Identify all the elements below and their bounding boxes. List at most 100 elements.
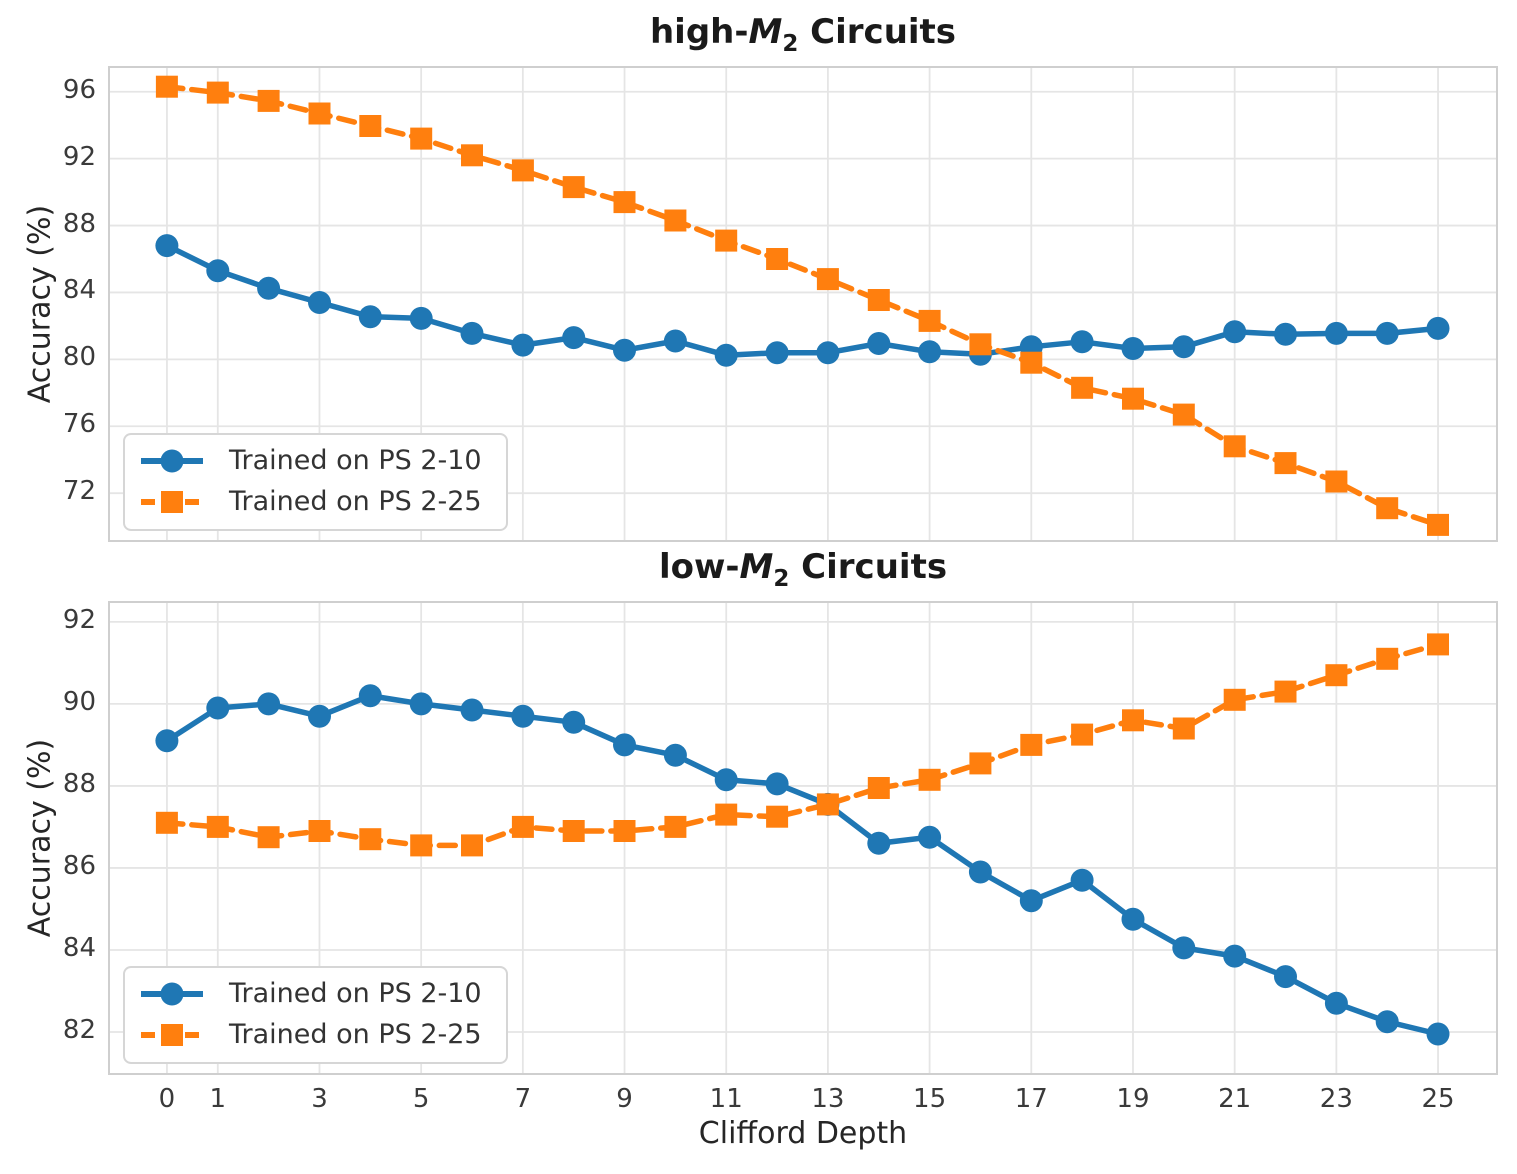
data-point-square — [511, 815, 534, 838]
data-point-square — [1376, 647, 1399, 670]
data-point-circle — [1426, 316, 1450, 340]
data-point-circle — [460, 321, 484, 345]
data-point-square — [206, 815, 229, 838]
x-tick-label: 17 — [1014, 1084, 1048, 1114]
series-line-0 — [164, 242, 1441, 358]
y-tick-label: 82 — [62, 1014, 96, 1045]
legend-item-ps-2-10: Trained on PS 2-10 — [139, 445, 482, 476]
legend-item-ps-2-25: Trained on PS 2-25 — [139, 1019, 482, 1050]
data-point-circle — [562, 710, 586, 734]
data-point-square — [715, 803, 738, 826]
data-point-square — [1376, 497, 1399, 520]
data-point-circle — [663, 329, 687, 353]
title-math-sub: 2 — [782, 30, 799, 57]
top-chart-title: high-M2 Circuits — [650, 12, 956, 57]
title-prefix: high- — [649, 12, 749, 52]
x-tick-label: 23 — [1319, 1084, 1353, 1114]
data-point-circle — [358, 305, 382, 329]
blue-circle-line-swatch — [141, 449, 203, 472]
data-point-circle — [918, 340, 942, 364]
data-point-square — [1172, 403, 1195, 426]
data-point-square — [511, 159, 534, 182]
data-point-square — [1274, 680, 1297, 703]
title-math-sub: 2 — [773, 565, 790, 592]
data-point-square — [1325, 470, 1348, 493]
x-tick-label: 11 — [709, 1084, 743, 1114]
x-tick-label: 13 — [811, 1084, 845, 1114]
title-suffix: Circuits — [798, 12, 957, 52]
data-point-circle — [409, 306, 433, 330]
data-point-square — [359, 828, 382, 851]
data-point-circle — [1223, 320, 1247, 344]
data-point-square — [969, 333, 992, 356]
data-point-square — [969, 752, 992, 775]
data-point-circle — [613, 733, 636, 757]
data-point-square — [359, 115, 382, 137]
top-y-axis-label: Accuracy (%) — [22, 204, 58, 404]
y-tick-label: 86 — [62, 850, 96, 881]
data-point-square — [816, 268, 839, 291]
data-point-circle — [765, 772, 789, 796]
y-tick-label: 90 — [62, 686, 96, 717]
data-point-square — [1427, 513, 1449, 536]
data-point-circle — [1070, 868, 1094, 892]
y-tick-label: 84 — [62, 932, 96, 963]
title-math-var: M — [748, 12, 783, 52]
blue-circle-line-swatch — [141, 982, 203, 1005]
data-point-square — [1122, 709, 1144, 732]
data-point-square — [206, 81, 229, 104]
x-tick-label: 9 — [616, 1084, 633, 1114]
legend-item-ps-2-25: Trained on PS 2-25 — [139, 486, 482, 517]
title-prefix: low- — [658, 547, 740, 587]
data-point-square — [410, 127, 433, 150]
data-point-square — [308, 820, 331, 842]
data-point-square — [918, 309, 941, 332]
data-point-square — [867, 777, 890, 799]
x-tick-label: 19 — [1116, 1084, 1150, 1114]
data-point-circle — [1019, 889, 1043, 913]
x-tick-label: 0 — [158, 1084, 176, 1114]
y-tick-label: 92 — [62, 141, 96, 172]
data-point-square — [816, 793, 839, 816]
data-point-square — [410, 834, 433, 857]
data-point-square — [562, 820, 585, 842]
data-point-circle — [1070, 330, 1094, 354]
data-point-square — [1020, 733, 1043, 756]
data-point-circle — [1426, 1022, 1450, 1046]
data-point-square — [562, 176, 585, 199]
data-point-circle — [1324, 321, 1348, 345]
y-tick-label: 76 — [62, 409, 96, 440]
data-point-square — [613, 820, 636, 842]
data-point-circle — [155, 729, 179, 753]
data-point-circle — [409, 692, 433, 716]
data-point-square — [867, 289, 890, 311]
top-plot-area: Trained on PS 2-10 Trained on PS 2-25 — [108, 66, 1498, 542]
legend-item-ps-2-10: Trained on PS 2-10 — [139, 978, 482, 1009]
y-tick-label: 92 — [62, 604, 96, 635]
data-point-square — [461, 144, 483, 167]
data-point-circle — [562, 326, 586, 350]
data-point-circle — [968, 860, 992, 884]
data-point-circle — [1274, 322, 1297, 346]
y-tick-label: 84 — [62, 275, 96, 306]
bottom-chart-title: low-M2 Circuits — [659, 547, 947, 592]
bottom-plot-area: Trained on PS 2-10 Trained on PS 2-25 — [108, 601, 1498, 1075]
data-point-circle — [206, 696, 230, 720]
data-point-circle — [714, 768, 738, 792]
legend-label-ps-2-25: Trained on PS 2-25 — [229, 486, 482, 517]
data-point-square — [613, 191, 636, 214]
data-point-circle — [1121, 907, 1145, 931]
data-point-square — [461, 834, 483, 857]
legend-label-ps-2-25: Trained on PS 2-25 — [229, 1019, 482, 1050]
data-point-square — [1325, 664, 1348, 687]
legend-circle-marker — [160, 982, 184, 1005]
y-tick-label: 96 — [62, 74, 96, 105]
data-point-circle — [511, 704, 535, 728]
data-point-square — [257, 826, 280, 849]
legend-label-ps-2-10: Trained on PS 2-10 — [229, 445, 482, 476]
bottom-legend: Trained on PS 2-10 Trained on PS 2-25 — [123, 966, 508, 1064]
data-point-circle — [867, 332, 891, 355]
data-point-circle — [1375, 321, 1399, 345]
orange-square-line-swatch — [141, 1023, 203, 1046]
